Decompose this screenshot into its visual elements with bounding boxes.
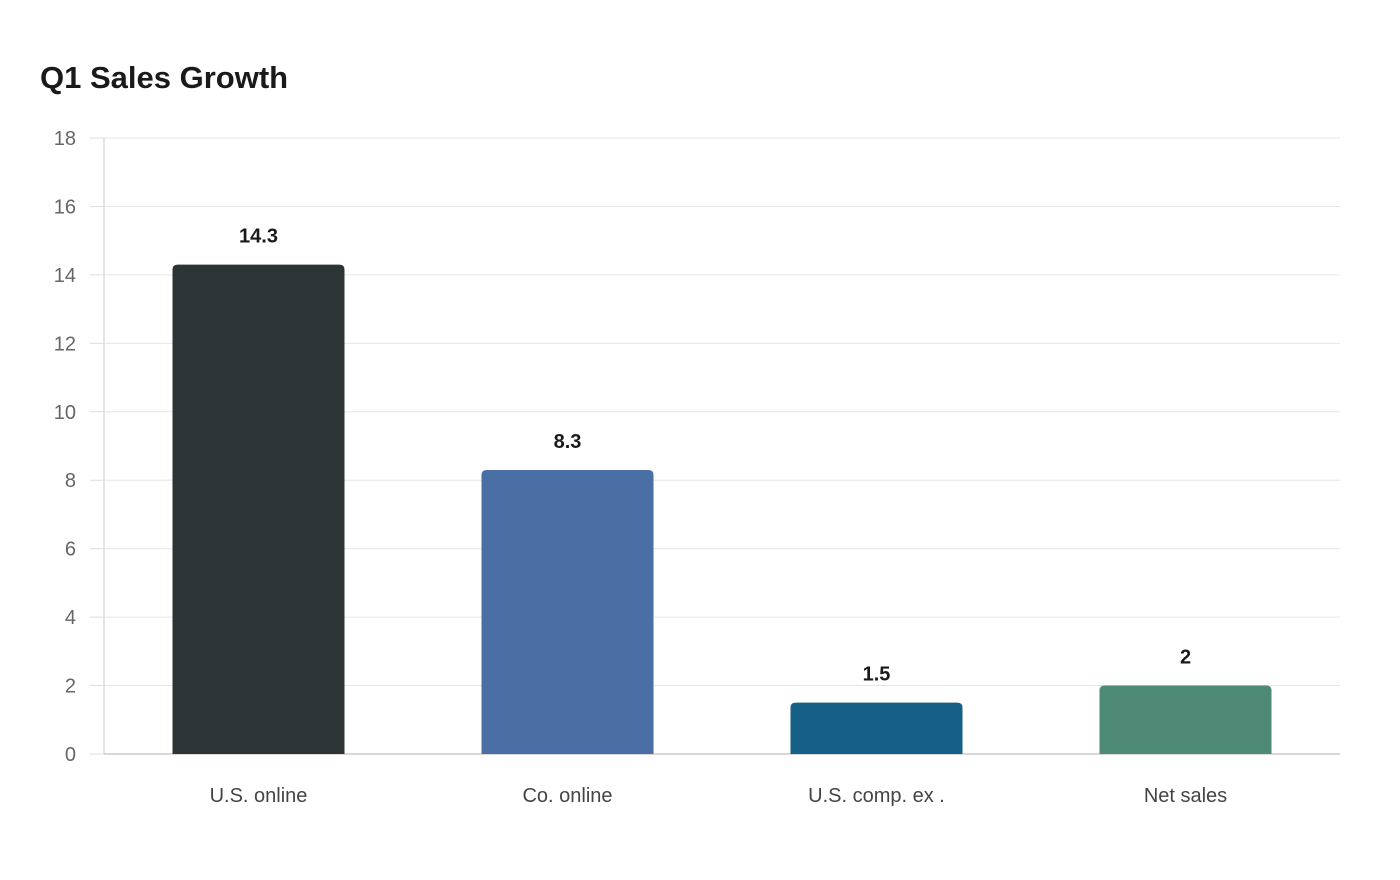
y-tick-label: 8: [65, 470, 76, 492]
y-tick-label: 2: [65, 676, 76, 698]
x-category-label: Co. online: [522, 785, 612, 807]
y-tick-label: 12: [54, 333, 76, 355]
data-label: 1.5: [863, 664, 891, 686]
y-tick-label: 14: [54, 265, 76, 287]
y-tick-label: 6: [65, 539, 76, 561]
data-labels: 14.3 8.3 1.5 2: [239, 226, 1191, 686]
data-label: 14.3: [239, 226, 278, 248]
y-tick-label: 0: [65, 744, 76, 766]
y-tick-label: 16: [54, 196, 76, 218]
y-tick-label: 10: [54, 402, 76, 424]
bar[interactable]: [481, 469, 654, 754]
y-tick-label: 4: [65, 607, 76, 629]
y-tick-label: 18: [54, 128, 76, 150]
data-label: 8.3: [554, 431, 582, 453]
x-axis-labels: U.S. online Co. online U.S. comp. ex . Net …: [210, 785, 1228, 807]
x-category-label: U.S. online: [210, 785, 308, 807]
bar[interactable]: [1099, 685, 1272, 754]
bar[interactable]: [172, 264, 345, 754]
bars: [172, 264, 1272, 754]
data-label: 2: [1180, 647, 1191, 669]
chart-title: Q1 Sales Growth: [40, 60, 289, 95]
bar[interactable]: [790, 702, 963, 754]
x-category-label: Net sales: [1144, 785, 1227, 807]
y-axis-ticks: 0 2 4 6 8 10 12 14 16 18: [54, 128, 104, 766]
x-category-label: U.S. comp. ex .: [808, 785, 945, 807]
